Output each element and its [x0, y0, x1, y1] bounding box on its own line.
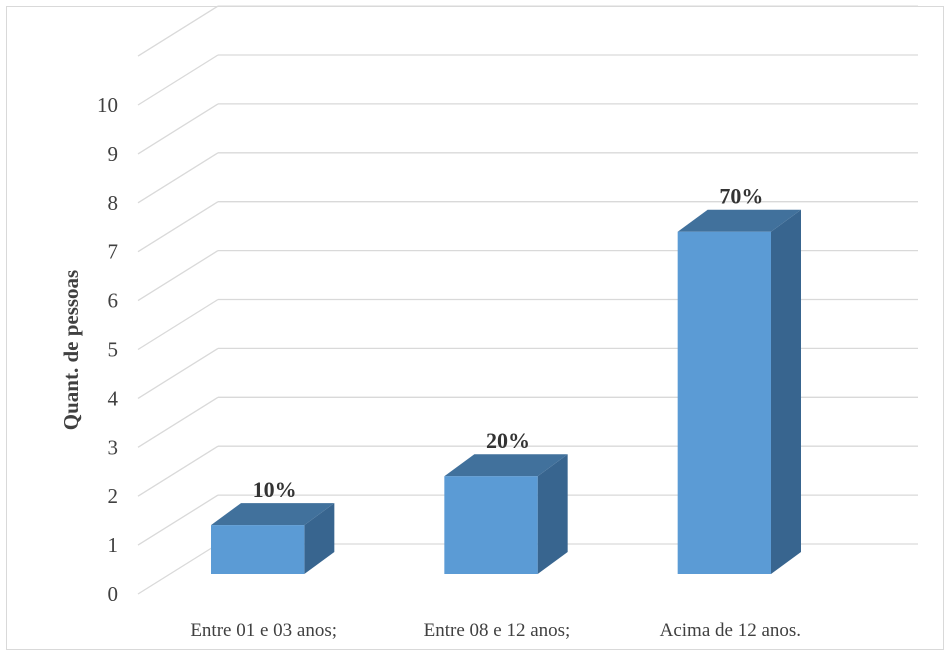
bar-side [304, 503, 335, 574]
bar [444, 454, 568, 574]
bar-top [677, 209, 801, 232]
gridline-diagonal [137, 347, 219, 399]
y-tick-label: 6 [108, 289, 119, 313]
gridline-diagonal [137, 54, 219, 106]
data-label: 20% [486, 428, 530, 453]
bar-side [537, 454, 568, 574]
bars [211, 209, 801, 574]
y-tick-label: 1 [108, 533, 119, 557]
x-category-label: Entre 08 e 12 anos; [424, 620, 571, 641]
bar-top [211, 503, 335, 526]
y-tick-label: 8 [108, 191, 119, 215]
gridline-diagonal [137, 494, 219, 546]
y-tick-label: 3 [108, 435, 119, 459]
y-tick-label: 4 [108, 386, 119, 410]
y-tick-label: 7 [108, 240, 119, 264]
bar [677, 209, 801, 574]
bar-side [771, 209, 801, 574]
bar-front [677, 231, 771, 574]
bar-front [444, 476, 538, 574]
y-tick-label: 9 [108, 142, 119, 166]
y-axis-ticks: 0 1 2 3 4 5 6 7 8 9 10 [97, 93, 119, 606]
x-axis-categories: Entre 01 e 03 anos; Entre 08 e 12 anos; Ac… [190, 620, 801, 641]
y-tick-label: 5 [108, 338, 119, 362]
bar [211, 503, 335, 574]
gridline-diagonal [137, 201, 219, 253]
gridline-diagonal [137, 396, 219, 448]
x-category-label: Entre 01 e 03 anos; [190, 620, 337, 641]
gridline-diagonal [137, 103, 219, 155]
x-category-label: Acima de 12 anos. [660, 620, 801, 641]
gridline-diagonal [137, 298, 219, 351]
data-label: 10% [253, 477, 297, 502]
gridline-diagonal [137, 5, 219, 57]
data-labels: 10% 20% 70% [253, 184, 764, 502]
y-tick-label: 2 [108, 484, 119, 508]
y-tick-label: 0 [108, 582, 119, 606]
gridline-diagonal [137, 250, 219, 302]
data-label: 70% [719, 184, 763, 209]
gridline-diagonal [137, 152, 219, 204]
y-tick-label: 10 [97, 93, 118, 117]
y-axis-title: Quant. de pessoas [59, 270, 83, 430]
bar-front [211, 525, 305, 574]
gridline-diagonal [137, 445, 219, 497]
gridline-diagonal [137, 543, 219, 595]
gridlines [137, 5, 918, 595]
bar-top [444, 454, 568, 477]
